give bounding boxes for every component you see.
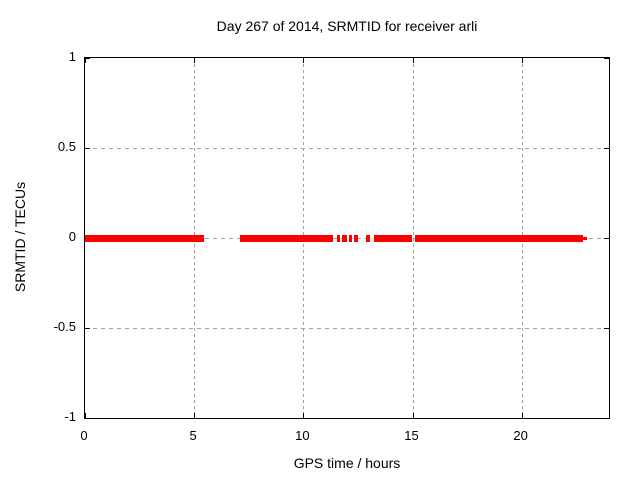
data-tail-segment xyxy=(583,237,587,240)
x-tick-top-5 xyxy=(194,58,195,63)
x-tick-bottom-15 xyxy=(413,413,414,418)
y-tick-right--0.5 xyxy=(604,328,609,329)
data-segment-3 xyxy=(342,235,347,242)
chart-title: Day 267 of 2014, SRMTID for receiver arl… xyxy=(216,18,478,34)
y-tick-label-0.5: 0.5 xyxy=(57,139,76,154)
data-segment-7 xyxy=(374,235,412,242)
x-tick-top-0 xyxy=(85,58,86,63)
data-point-1 xyxy=(198,235,204,242)
data-point-0 xyxy=(194,235,200,242)
x-tick-top-20 xyxy=(522,58,523,63)
gridline-y-0.5 xyxy=(85,148,609,149)
x-tick-top-15 xyxy=(413,58,414,63)
x-axis-label: GPS time / hours xyxy=(293,455,401,471)
data-segment-8 xyxy=(415,235,583,242)
y-tick-label--1: -1 xyxy=(64,409,76,424)
y-tick-right-1 xyxy=(604,58,609,59)
data-point-3 xyxy=(243,235,249,242)
y-tick-right-0.5 xyxy=(604,148,609,149)
y-tick-left--1 xyxy=(85,418,90,419)
gridline-y--0.5 xyxy=(85,328,609,329)
y-tick-right--1 xyxy=(604,418,609,419)
data-segment-2 xyxy=(337,235,340,242)
x-tick-bottom-20 xyxy=(522,413,523,418)
y-tick-left-1 xyxy=(85,58,90,59)
x-tick-label-5: 5 xyxy=(189,428,197,443)
data-segment-4 xyxy=(349,235,352,242)
data-segment-5 xyxy=(354,235,358,242)
x-tick-bottom-10 xyxy=(303,413,304,418)
x-tick-label-10: 10 xyxy=(295,428,310,443)
y-tick-label-1: 1 xyxy=(68,49,76,64)
gridline-y-0 xyxy=(85,238,609,239)
data-segment-6 xyxy=(366,235,370,242)
x-tick-label-20: 20 xyxy=(513,428,528,443)
x-tick-bottom-0 xyxy=(85,413,86,418)
y-tick-label--0.5: -0.5 xyxy=(53,319,76,334)
x-tick-label-0: 0 xyxy=(80,428,88,443)
plot-area xyxy=(84,57,610,419)
x-tick-top-10 xyxy=(303,58,304,63)
y-tick-label-0: 0 xyxy=(68,229,76,244)
x-tick-bottom-5 xyxy=(194,413,195,418)
y-tick-left--0.5 xyxy=(85,328,90,329)
data-segment-1 xyxy=(248,235,333,242)
data-segment-0 xyxy=(85,235,195,242)
y-tick-right-0 xyxy=(604,238,609,239)
x-tick-label-15: 15 xyxy=(404,428,419,443)
y-tick-left-0.5 xyxy=(85,148,90,149)
